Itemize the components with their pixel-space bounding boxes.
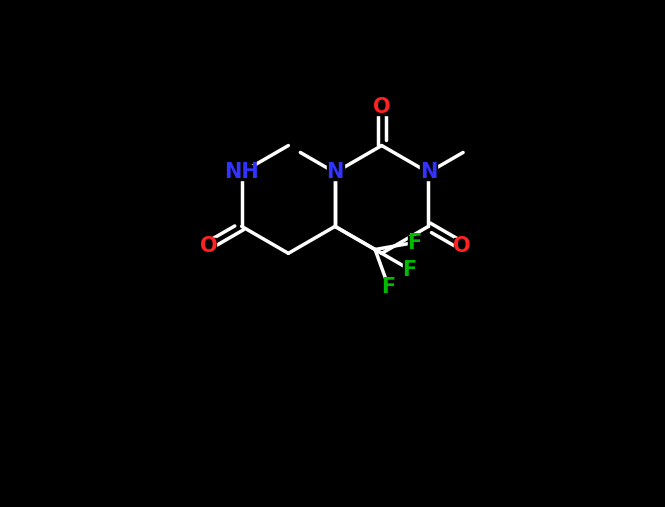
Text: O: O	[453, 236, 471, 256]
Bar	[327, 165, 344, 180]
Text: N: N	[327, 162, 344, 183]
Bar	[454, 238, 469, 254]
Text: O: O	[373, 97, 390, 117]
Text: F: F	[382, 277, 396, 297]
Bar	[230, 165, 253, 180]
Text: O: O	[200, 236, 217, 256]
Text: F: F	[402, 260, 417, 279]
Text: N: N	[420, 162, 437, 183]
Bar	[408, 236, 422, 249]
Bar	[403, 263, 417, 276]
Text: NH: NH	[224, 162, 259, 183]
Bar	[374, 99, 390, 115]
Bar	[382, 280, 396, 294]
Bar	[420, 165, 437, 180]
Text: F: F	[408, 233, 422, 252]
Bar	[201, 238, 216, 254]
